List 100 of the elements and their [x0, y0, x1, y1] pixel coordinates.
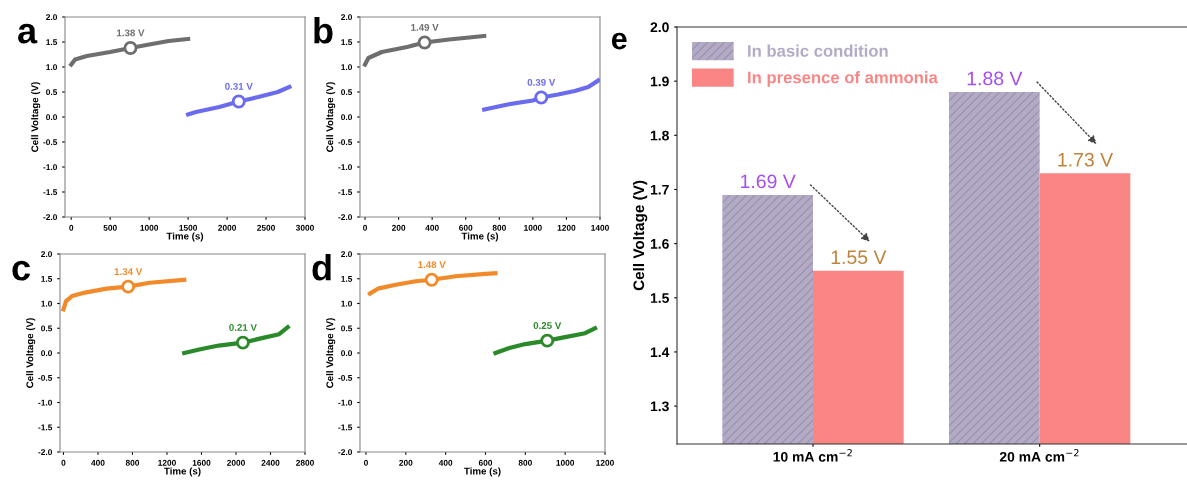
- chart-title: e: [611, 32, 627, 50]
- x-tick-label: 800: [492, 224, 506, 231]
- x-tick-label: 800: [125, 459, 140, 466]
- x-tick-label: 3000: [295, 224, 314, 231]
- x-tick-label: 1600: [192, 459, 211, 466]
- chart-title: c: [12, 260, 31, 281]
- y-axis-title: Cell Voltage (V): [26, 318, 36, 388]
- y-tick-label: -2.0: [38, 449, 53, 456]
- x-tick-label: 1000: [556, 459, 575, 466]
- y-tick-label: -1.5: [43, 189, 58, 196]
- x-tick-label: 200: [399, 459, 413, 466]
- y-tick-label: 2.0: [46, 14, 58, 21]
- x-axis-title: Time (s): [164, 467, 201, 477]
- x-tick-label: 2400: [261, 459, 280, 466]
- y-tick-label: -1.5: [338, 424, 353, 431]
- y-tick-label: 1.3: [650, 401, 669, 412]
- y-tick-label: 1.6: [650, 238, 669, 249]
- y-tick-label: 0.5: [46, 89, 58, 96]
- y-tick-label: 1.5: [650, 293, 669, 303]
- y-tick-label: 2.0: [341, 14, 353, 21]
- x-tick-label: 2500: [257, 224, 275, 231]
- data-label: 1.73 V: [1058, 152, 1114, 167]
- y-tick-label: 1.0: [46, 64, 58, 71]
- x-tick-label: 200: [391, 224, 406, 231]
- annotation: 1.38 V: [117, 29, 145, 37]
- y-tick-label: 1.0: [341, 64, 353, 71]
- y-tick-label: 1.5: [46, 39, 58, 46]
- annotation: 1.34 V: [114, 268, 143, 276]
- x-tick-label: 400: [91, 459, 105, 466]
- y-axis-title: Cell Voltage (V): [31, 82, 41, 152]
- y-tick-label: 0.0: [41, 350, 53, 357]
- x-tick-label: 2000: [218, 224, 237, 231]
- line-series: [186, 84, 292, 117]
- y-tick-label: 1.4: [650, 347, 670, 357]
- x-tick-label: 1200: [158, 459, 176, 466]
- y-axis-title: Cell Voltage (V): [326, 318, 336, 388]
- annotation: 1.49 V: [411, 23, 439, 31]
- x-tick-label: 1000: [140, 224, 159, 231]
- y-tick-label: -1.5: [38, 424, 53, 431]
- y-tick-label: 0.5: [341, 325, 353, 332]
- x-tick-label: 1000: [524, 224, 542, 231]
- annotation: 0.25 V: [533, 322, 562, 329]
- y-tick-label: -0.5: [338, 374, 353, 381]
- x-tick-label: 1400: [591, 224, 609, 231]
- y-tick-label: -2.0: [338, 449, 353, 456]
- y-tick-label: 1.5: [341, 39, 353, 46]
- x-tick-label: 1200: [557, 224, 576, 231]
- data-label: 1.88 V: [967, 71, 1023, 86]
- x-tick-label: 2000: [227, 459, 245, 466]
- y-tick-label: 0.5: [341, 89, 353, 96]
- y-tick-label: 0.5: [41, 325, 53, 332]
- x-tick-label: 2800: [296, 459, 314, 466]
- x-tick-label: 400: [438, 459, 453, 466]
- chart-title: a: [18, 23, 38, 44]
- y-tick-label: 1.5: [341, 276, 353, 282]
- y-tick-label: 0.0: [341, 114, 353, 121]
- y-tick-label: 0.0: [341, 350, 353, 357]
- x-tick-label: 20 mA cm$^{−2}$: [999, 449, 1079, 462]
- y-tick-label: 1.0: [41, 300, 53, 307]
- y-tick-label: 2.0: [650, 22, 669, 33]
- y-tick-label: -1.0: [338, 399, 353, 406]
- legend-label: In basic condition: [748, 44, 888, 57]
- y-tick-label: -1.0: [43, 164, 58, 171]
- annotation: 0.31 V: [225, 82, 253, 90]
- y-tick-label: -0.5: [43, 139, 58, 146]
- x-tick-label: 0: [363, 459, 368, 466]
- y-axis-title: Cell Voltage (V): [632, 180, 648, 291]
- chart-title: d: [312, 254, 331, 281]
- x-tick-label: 1200: [596, 459, 614, 466]
- y-tick-label: 1.8: [650, 130, 669, 141]
- line-series: [482, 78, 600, 112]
- y-tick-label: -1.0: [338, 164, 353, 171]
- x-tick-label: 0: [363, 224, 368, 231]
- x-tick-label: 10 mA cm$^{−2}$: [773, 449, 852, 462]
- x-tick-label: 0: [69, 224, 74, 231]
- y-tick-label: 1.5: [41, 276, 53, 282]
- y-tick-label: -2.0: [43, 214, 58, 221]
- x-axis-title: Time (s): [166, 232, 204, 242]
- y-tick-label: -2.0: [338, 214, 353, 221]
- x-axis-title: Time (s): [461, 232, 499, 242]
- legend-label: In presence of ammonia: [748, 71, 938, 87]
- annotation: 0.39 V: [527, 78, 556, 86]
- data-label: 1.69 V: [741, 174, 796, 189]
- x-tick-label: 600: [478, 459, 493, 466]
- x-tick-label: 400: [425, 224, 439, 231]
- y-tick-label: -0.5: [38, 374, 53, 381]
- y-tick-label: 0.0: [46, 114, 58, 121]
- line-series: [362, 33, 487, 67]
- x-tick-label: 0: [61, 459, 66, 466]
- chart-title: b: [314, 17, 333, 44]
- y-axis-title: Cell Voltage (V): [326, 82, 336, 152]
- x-tick-label: 600: [459, 224, 473, 231]
- y-tick-label: -1.5: [338, 189, 353, 196]
- annotation: 1.48 V: [418, 261, 446, 269]
- x-tick-label: 500: [103, 224, 117, 231]
- y-tick-label: 1.9: [650, 76, 669, 87]
- data-label: 1.55 V: [831, 250, 887, 265]
- y-tick-label: 2.0: [41, 251, 53, 258]
- x-axis-title: Time (s): [464, 467, 501, 477]
- y-tick-label: 1.7: [650, 184, 669, 195]
